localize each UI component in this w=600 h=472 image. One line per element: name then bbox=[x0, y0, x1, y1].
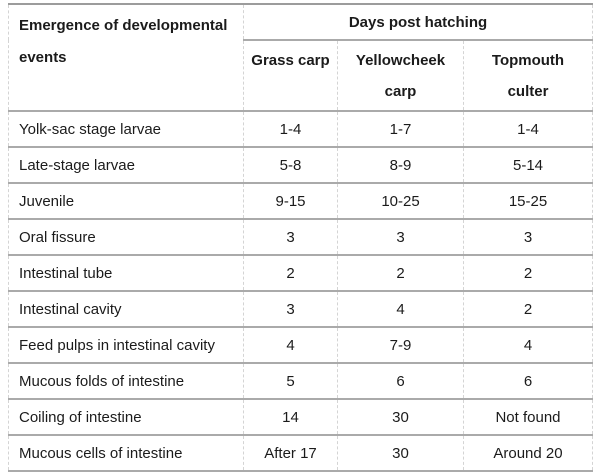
table-row: Late-stage larvae 5-8 8-9 5-14 bbox=[8, 147, 593, 184]
value-cell: 5-8 bbox=[243, 147, 338, 184]
row-label-cell: Juvenile bbox=[8, 183, 244, 220]
value-cell: 10-25 bbox=[337, 183, 464, 220]
column-header-yellowcheek-carp: Yellowcheek carp bbox=[337, 40, 464, 112]
value-cell: 5-14 bbox=[463, 147, 593, 184]
value-cell: 8-9 bbox=[337, 147, 464, 184]
table-row: Yolk-sac stage larvae 1-4 1-7 1-4 bbox=[8, 111, 593, 148]
value-cell: 4 bbox=[243, 327, 338, 364]
value-cell: 2 bbox=[337, 255, 464, 292]
table-body: Yolk-sac stage larvae 1-4 1-7 1-4 Late-s… bbox=[8, 111, 593, 472]
value-cell: 3 bbox=[463, 219, 593, 256]
value-cell: 3 bbox=[243, 291, 338, 328]
table-row: Oral fissure 3 3 3 bbox=[8, 219, 593, 256]
row-label-cell: Feed pulps in intestinal cavity bbox=[8, 327, 244, 364]
table-row: Coiling of intestine 14 30 Not found bbox=[8, 399, 593, 436]
value-cell: 30 bbox=[337, 435, 464, 472]
developmental-events-table: Emergence of developmental events Days p… bbox=[8, 3, 593, 472]
row-label-cell: Yolk-sac stage larvae bbox=[8, 111, 244, 148]
value-cell: Around 20 bbox=[463, 435, 593, 472]
value-cell: 1-7 bbox=[337, 111, 464, 148]
value-cell: 1-4 bbox=[243, 111, 338, 148]
value-cell: 4 bbox=[337, 291, 464, 328]
header-row-group: Emergence of developmental events Days p… bbox=[8, 4, 593, 112]
value-cell: 1-4 bbox=[463, 111, 593, 148]
column-header-grass-carp: Grass carp bbox=[243, 40, 338, 112]
value-cell: 6 bbox=[337, 363, 464, 400]
value-cell: 14 bbox=[243, 399, 338, 436]
value-cell: 2 bbox=[463, 291, 593, 328]
row-label-cell: Late-stage larvae bbox=[8, 147, 244, 184]
value-cell: Not found bbox=[463, 399, 593, 436]
row-label-cell: Mucous cells of intestine bbox=[8, 435, 244, 472]
row-label-cell: Coiling of intestine bbox=[8, 399, 244, 436]
value-cell: 9-15 bbox=[243, 183, 338, 220]
table-row: Intestinal cavity 3 4 2 bbox=[8, 291, 593, 328]
row-label-cell: Intestinal cavity bbox=[8, 291, 244, 328]
value-cell: 5 bbox=[243, 363, 338, 400]
value-cell: After 17 bbox=[243, 435, 338, 472]
value-cell: 15-25 bbox=[463, 183, 593, 220]
value-cell: 4 bbox=[463, 327, 593, 364]
row-label-cell: Mucous folds of intestine bbox=[8, 363, 244, 400]
value-cell: 7-9 bbox=[337, 327, 464, 364]
group-header-cell: Days post hatching bbox=[243, 4, 593, 41]
value-cell: 3 bbox=[243, 219, 338, 256]
corner-header-cell: Emergence of developmental events bbox=[8, 4, 244, 112]
row-label-cell: Oral fissure bbox=[8, 219, 244, 256]
table-row: Mucous cells of intestine After 17 30 Ar… bbox=[8, 435, 593, 472]
value-cell: 6 bbox=[463, 363, 593, 400]
value-cell: 2 bbox=[243, 255, 338, 292]
table-header: Emergence of developmental events Days p… bbox=[8, 4, 593, 112]
header-row-species: Grass carp Yellowcheek carp Topmouth cul… bbox=[9, 40, 593, 112]
table-row: Mucous folds of intestine 5 6 6 bbox=[8, 363, 593, 400]
table-row: Feed pulps in intestinal cavity 4 7-9 4 bbox=[8, 327, 593, 364]
value-cell: 30 bbox=[337, 399, 464, 436]
value-cell: 2 bbox=[463, 255, 593, 292]
table-row: Intestinal tube 2 2 2 bbox=[8, 255, 593, 292]
table-row: Juvenile 9-15 10-25 15-25 bbox=[8, 183, 593, 220]
value-cell: 3 bbox=[337, 219, 464, 256]
row-label-cell: Intestinal tube bbox=[8, 255, 244, 292]
column-header-topmouth-culter: Topmouth culter bbox=[463, 40, 593, 112]
